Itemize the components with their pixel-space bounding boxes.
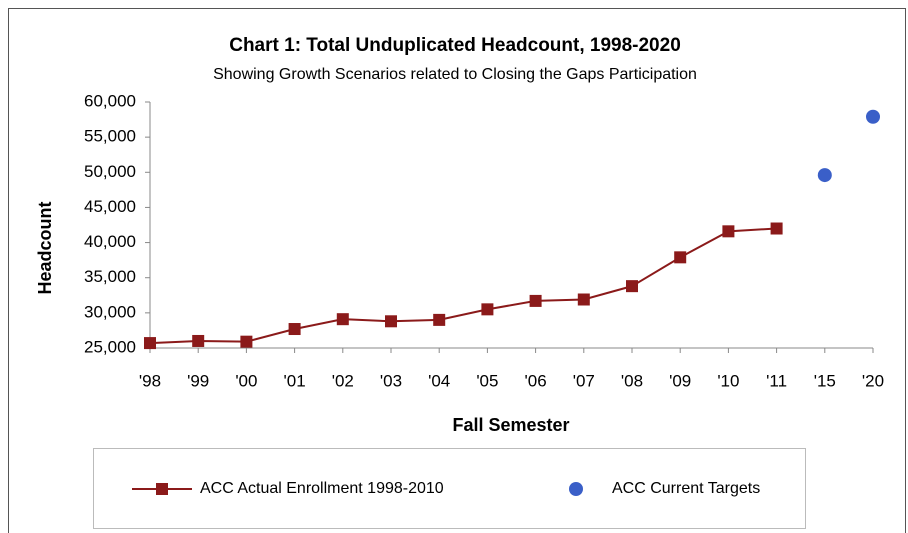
x-tick-label: '03: [380, 371, 402, 390]
y-tick-label: 45,000: [84, 197, 136, 216]
y-tick-label: 50,000: [84, 162, 136, 181]
x-tick-label: '20: [862, 371, 884, 390]
data-point: [288, 323, 301, 336]
y-axis-label: Headcount: [35, 201, 55, 294]
data-point: [433, 313, 446, 326]
chart-subtitle: Showing Growth Scenarios related to Clos…: [213, 66, 697, 83]
data-point: [626, 280, 638, 293]
x-tick-label: '01: [284, 371, 306, 390]
data-point: [817, 168, 832, 183]
x-tick-label: '02: [332, 371, 354, 390]
x-tick-label: '11: [766, 371, 787, 390]
legend-marker: [569, 482, 583, 496]
data-point: [385, 315, 397, 328]
x-tick-label: '08: [621, 371, 643, 390]
y-tick-label: 55,000: [84, 127, 136, 146]
legend-label: ACC Actual Enrollment 1998-2010: [200, 480, 444, 497]
x-tick-label: '15: [814, 371, 836, 390]
x-tick-label: '98: [139, 371, 161, 390]
x-tick-label: '05: [476, 371, 498, 390]
x-tick-label: '09: [669, 371, 691, 390]
legend-label: ACC Current Targets: [612, 480, 760, 497]
legend-box: [93, 448, 806, 529]
data-point: [577, 293, 590, 306]
y-tick-label: 60,000: [84, 91, 136, 110]
data-point: [674, 251, 687, 264]
x-tick-label: '10: [717, 371, 739, 390]
x-tick-label: '04: [428, 371, 450, 390]
data-point: [866, 109, 880, 124]
x-tick-label: '99: [187, 371, 209, 390]
chart-title: Chart 1: Total Unduplicated Headcount, 1…: [229, 35, 681, 56]
data-point: [336, 313, 349, 326]
data-point: [770, 222, 783, 235]
y-tick-label: 30,000: [84, 302, 136, 321]
legend-marker: [156, 483, 168, 495]
data-point: [240, 335, 253, 348]
series-line: [149, 227, 777, 345]
data-point: [529, 294, 542, 307]
y-tick-label: 35,000: [84, 267, 136, 286]
x-tick-label: '00: [235, 371, 257, 390]
data-point: [722, 225, 735, 238]
chart-frame: [8, 8, 906, 533]
y-tick-label: 25,000: [84, 337, 136, 356]
x-axis-label: Fall Semester: [452, 415, 569, 435]
data-point: [481, 303, 494, 316]
x-tick-label: '07: [573, 371, 595, 390]
x-tick-label: '06: [525, 371, 547, 390]
y-tick-label: 40,000: [84, 232, 136, 251]
data-point: [144, 337, 156, 350]
data-point: [192, 334, 205, 347]
